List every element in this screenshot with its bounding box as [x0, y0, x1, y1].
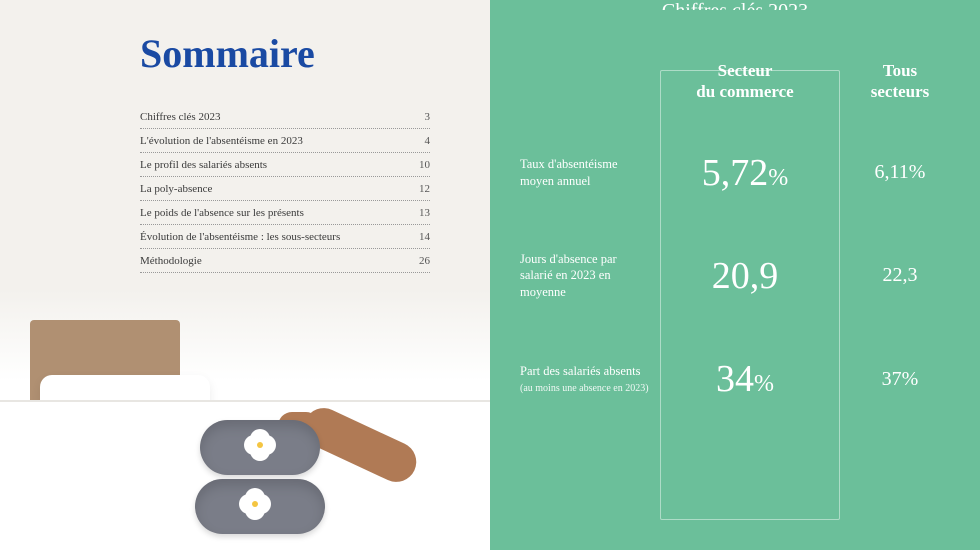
- decorative-photo: [0, 290, 490, 550]
- toc-page: 14: [413, 231, 430, 243]
- stat-secondary-value: 37%: [840, 368, 950, 391]
- towel-stack: [185, 420, 335, 540]
- stat-row: Taux d'absentéisme moyen annuel5,72%6,11…: [490, 123, 980, 223]
- toc-page: 26: [413, 255, 430, 267]
- toc-row: Méthodologie 26: [140, 249, 430, 273]
- stats-header-row: Secteurdu commerce Toussecteurs: [490, 60, 980, 123]
- stat-label: Part des salariés absents (au moins une a…: [520, 363, 650, 395]
- stat-main-number: 34: [716, 358, 754, 400]
- stat-row: Jours d'absence par salarié en 2023 en m…: [490, 223, 980, 330]
- stat-secondary-value: 6,11%: [840, 161, 950, 184]
- stat-row: Part des salariés absents (au moins une a…: [490, 329, 980, 429]
- stat-main-value: 20,9: [650, 254, 840, 298]
- stat-main-number: 20,9: [712, 255, 779, 297]
- towel-top: [200, 420, 320, 475]
- toc-label: Évolution de l'absentéisme : les sous-se…: [140, 231, 340, 243]
- stat-label: Jours d'absence par salarié en 2023 en m…: [520, 251, 650, 302]
- toc-row: La poly-absence 12: [140, 177, 430, 201]
- stat-secondary-value: 22,3: [840, 264, 950, 287]
- column-header-secondary: Toussecteurs: [840, 60, 950, 103]
- toc-page: 12: [413, 183, 430, 195]
- stat-label-text: Jours d'absence par salarié en 2023 en m…: [520, 252, 617, 300]
- sommaire-title: Sommaire: [140, 30, 430, 77]
- toc-row: Évolution de l'absentéisme : les sous-se…: [140, 225, 430, 249]
- right-panel-title: Chiffres clés 2023: [490, 0, 980, 10]
- stat-label: Taux d'absentéisme moyen annuel: [520, 156, 650, 190]
- stat-label-text: Taux d'absentéisme moyen annuel: [520, 157, 618, 188]
- stat-label-text: Part des salariés absents: [520, 364, 640, 378]
- toc-page: 4: [419, 135, 431, 147]
- stat-main-suffix: %: [768, 165, 788, 191]
- toc-label: Méthodologie: [140, 255, 202, 267]
- left-panel: Sommaire Chiffres clés 2023 3 L'évolution …: [0, 0, 490, 550]
- toc-row: Le profil des salariés absents 10: [140, 153, 430, 177]
- toc-page: 13: [413, 207, 430, 219]
- towel-bottom: [195, 479, 325, 534]
- column-header-main: Secteurdu commerce: [650, 60, 840, 103]
- right-panel: Chiffres clés 2023 Secteurdu commerce To…: [490, 0, 980, 550]
- toc-label: Chiffres clés 2023: [140, 111, 220, 123]
- stat-main-suffix: %: [754, 371, 774, 397]
- flower-icon: [250, 435, 270, 455]
- stat-sublabel: (au moins une absence en 2023): [520, 382, 650, 396]
- stats-table: Secteurdu commerce Toussecteurs Taux d'a…: [490, 60, 980, 429]
- toc-page: 10: [413, 159, 430, 171]
- toc-label: La poly-absence: [140, 183, 212, 195]
- toc-label: L'évolution de l'absentéisme en 2023: [140, 135, 303, 147]
- toc-page: 3: [419, 111, 431, 123]
- stat-main-number: 5,72: [702, 152, 769, 194]
- flower-icon: [245, 494, 265, 514]
- toc-row: Le poids de l'absence sur les présents 13: [140, 201, 430, 225]
- toc-row: Chiffres clés 2023 3: [140, 105, 430, 129]
- toc-label: Le poids de l'absence sur les présents: [140, 207, 304, 219]
- toc-label: Le profil des salariés absents: [140, 159, 267, 171]
- stat-main-value: 5,72%: [650, 151, 840, 195]
- table-of-contents: Chiffres clés 2023 3 L'évolution de l'abse…: [140, 105, 430, 273]
- stat-main-value: 34%: [650, 357, 840, 401]
- toc-row: L'évolution de l'absentéisme en 2023 4: [140, 129, 430, 153]
